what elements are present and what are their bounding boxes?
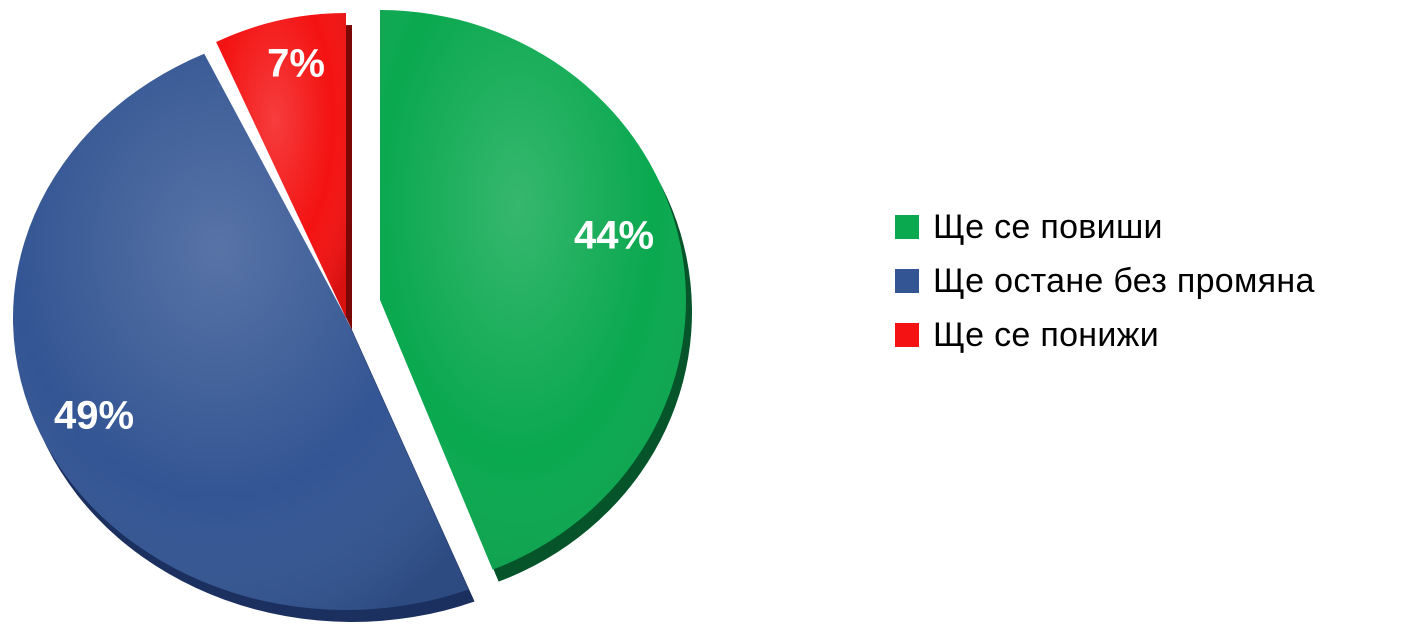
legend-item-decrease: Ще се понижи [895,308,1315,362]
legend-item-increase: Ще се повиши [895,200,1315,254]
data-label-unchanged: 49% [54,394,134,438]
data-label-decrease: 7% [267,42,325,86]
pie-slice-shading-decrease [216,12,346,318]
legend-label-increase: Ще се повиши [933,207,1163,246]
legend-swatch-unchanged [895,269,919,293]
legend-label-unchanged: Ще остане без промяна [933,261,1315,300]
legend-item-unchanged: Ще остане без промяна [895,254,1315,308]
legend-swatch-increase [895,215,919,239]
legend-label-decrease: Ще се понижи [933,315,1160,354]
pie-slice-shading-increase [380,10,687,570]
legend-swatch-decrease [895,323,919,347]
legend: Ще се повиши Ще остане без промяна Ще се… [895,200,1315,362]
data-label-increase: 44% [574,214,654,258]
pie-slice-shading-unchanged [12,53,469,611]
